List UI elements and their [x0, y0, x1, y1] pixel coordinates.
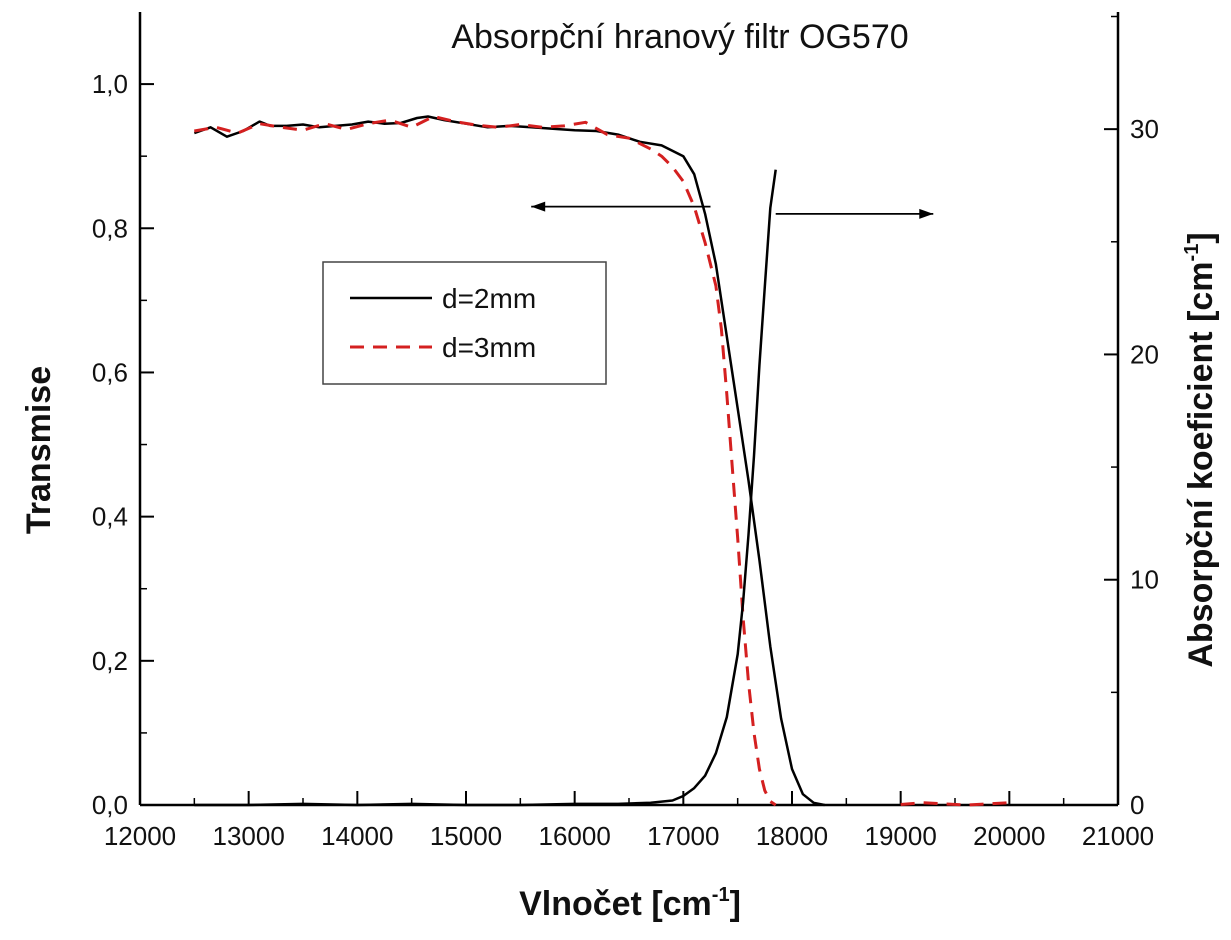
y-tick-label: 0,6 — [92, 357, 128, 387]
x-tick-label: 13000 — [213, 821, 285, 851]
x-tick-label: 15000 — [430, 821, 502, 851]
plot-frame — [138, 12, 1120, 807]
x-tick-label: 16000 — [539, 821, 611, 851]
y-tick-label: 0,2 — [92, 646, 128, 676]
arrow-right-head — [919, 208, 934, 219]
series-line-2 — [194, 169, 777, 807]
y-ticks: 0,0 0,2 0,4 0,6 0,8 1,0 — [92, 69, 154, 820]
x-axis-title-superscript: -1 — [712, 884, 730, 906]
y2-tick-label: 30 — [1130, 114, 1159, 144]
y2-axis-title-superscript: -1 — [1181, 244, 1203, 262]
legend-label-d2mm: d=2mm — [442, 283, 536, 314]
y2-tick-label: 0 — [1130, 790, 1144, 820]
y-tick-label: 1,0 — [92, 69, 128, 99]
y2-axis-title-close: ] — [1182, 232, 1220, 243]
y2-tick-label: 10 — [1130, 565, 1159, 595]
x-tick-label: 17000 — [647, 821, 719, 851]
y-tick-label: 0,4 — [92, 502, 128, 532]
y-tick-label: 0,8 — [92, 213, 128, 243]
legend: d=2mm d=3mm — [322, 261, 607, 385]
x-ticks: 12000 13000 14000 15000 16000 17000 18000 19000… — [104, 791, 1154, 851]
y-tick-label: 0,0 — [92, 790, 128, 820]
y2-ticks: 0 10 20 30 — [1104, 15, 1159, 820]
y2-axis-title: Absorpční koeficient [cm-1] — [1181, 232, 1220, 667]
annotation-layer — [531, 201, 934, 219]
chart-title: Absorpční hranový filtr OG570 — [451, 18, 908, 56]
arrow-left-head — [531, 201, 546, 212]
x-tick-label: 12000 — [104, 821, 176, 851]
x-tick-label: 20000 — [973, 821, 1045, 851]
series-line-1 — [194, 115, 777, 807]
series-layer — [193, 115, 1010, 807]
y2-axis-title-main: Absorpční koeficient [cm — [1182, 261, 1220, 667]
series-line-3 — [900, 801, 1010, 807]
x-tick-label: 14000 — [321, 821, 393, 851]
y-axis-title: Transmise — [20, 366, 58, 534]
x-axis-title-main: Vlnočet [cm — [519, 885, 712, 923]
x-axis-title-close: ] — [730, 885, 741, 923]
x-axis-title: Vlnočet [cm-1] — [519, 884, 741, 923]
x-tick-label: 21000 — [1082, 821, 1154, 851]
x-tick-label: 18000 — [756, 821, 828, 851]
y2-tick-label: 20 — [1130, 339, 1159, 369]
legend-box — [322, 261, 607, 385]
x-tick-label: 19000 — [865, 821, 937, 851]
legend-label-d3mm: d=3mm — [442, 332, 536, 363]
